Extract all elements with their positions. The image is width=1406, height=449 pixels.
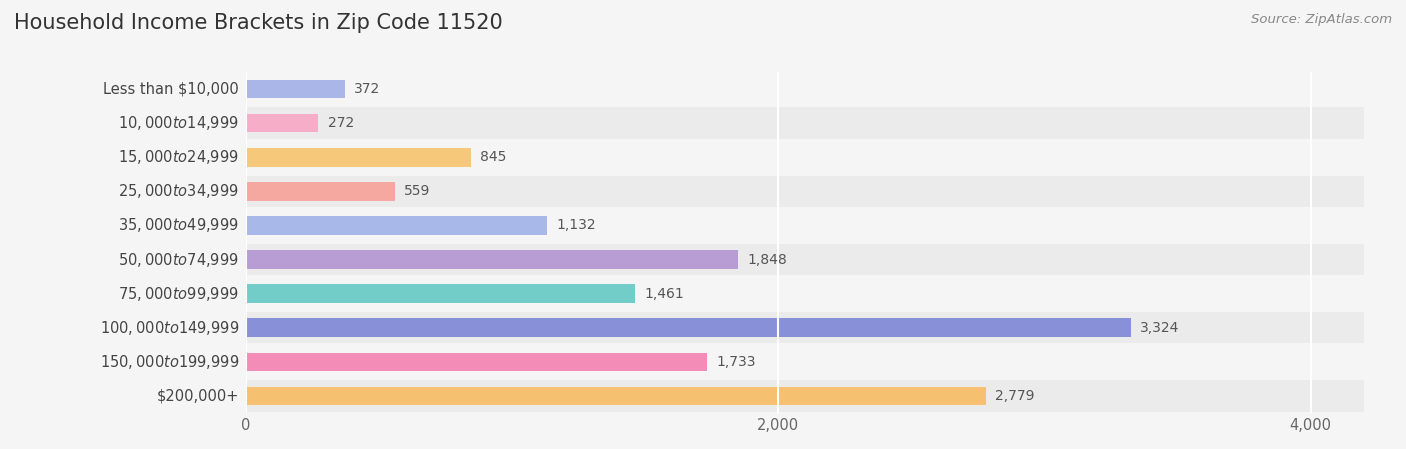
Text: 1,461: 1,461 xyxy=(644,286,683,301)
Bar xyxy=(246,278,1364,309)
Text: 559: 559 xyxy=(404,184,430,198)
Bar xyxy=(246,148,471,167)
Text: $15,000 to $24,999: $15,000 to $24,999 xyxy=(118,148,239,166)
Text: $200,000+: $200,000+ xyxy=(156,388,239,404)
Bar xyxy=(246,216,547,235)
Text: $25,000 to $34,999: $25,000 to $34,999 xyxy=(118,182,239,200)
Text: 1,733: 1,733 xyxy=(717,355,756,369)
Text: $100,000 to $149,999: $100,000 to $149,999 xyxy=(100,319,239,337)
Bar xyxy=(246,312,1364,343)
Text: Household Income Brackets in Zip Code 11520: Household Income Brackets in Zip Code 11… xyxy=(14,13,503,34)
Text: 1,848: 1,848 xyxy=(747,252,787,267)
Bar xyxy=(246,114,318,132)
Text: 1,132: 1,132 xyxy=(557,218,596,233)
Bar xyxy=(246,182,395,201)
Text: 272: 272 xyxy=(328,116,354,130)
Bar xyxy=(246,284,636,303)
Bar xyxy=(246,107,1364,139)
Text: 372: 372 xyxy=(354,82,381,96)
Bar xyxy=(246,141,1364,173)
Text: $150,000 to $199,999: $150,000 to $199,999 xyxy=(100,353,239,371)
Bar xyxy=(246,380,1364,412)
Bar xyxy=(246,244,1364,275)
Text: 3,324: 3,324 xyxy=(1140,321,1180,335)
Text: $35,000 to $49,999: $35,000 to $49,999 xyxy=(118,216,239,234)
Bar xyxy=(246,79,344,98)
Text: $10,000 to $14,999: $10,000 to $14,999 xyxy=(118,114,239,132)
Text: $75,000 to $99,999: $75,000 to $99,999 xyxy=(118,285,239,303)
Text: Source: ZipAtlas.com: Source: ZipAtlas.com xyxy=(1251,13,1392,26)
Text: 845: 845 xyxy=(481,150,506,164)
Bar xyxy=(246,387,986,405)
Bar xyxy=(246,250,738,269)
Bar xyxy=(246,318,1130,337)
Bar xyxy=(246,346,1364,378)
Bar xyxy=(246,176,1364,207)
Text: Less than $10,000: Less than $10,000 xyxy=(103,81,239,97)
Text: 2,779: 2,779 xyxy=(995,389,1035,403)
Text: $50,000 to $74,999: $50,000 to $74,999 xyxy=(118,251,239,269)
Bar xyxy=(246,352,707,371)
Bar xyxy=(246,210,1364,241)
Bar xyxy=(246,73,1364,105)
